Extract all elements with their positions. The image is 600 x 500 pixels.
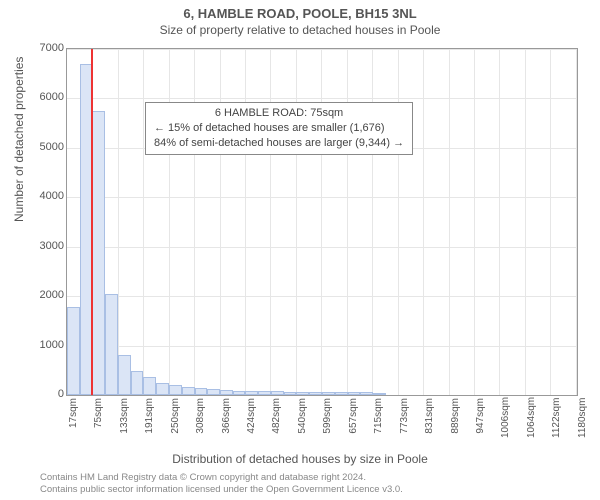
histogram-bar [296,392,309,395]
annotation-box: 6 HAMBLE ROAD: 75sqm ← 15% of detached h… [145,102,413,155]
gridline-vertical [398,49,399,395]
histogram-bar [220,390,233,395]
y-tick-label: 2000 [24,289,64,301]
plot-area: 6 HAMBLE ROAD: 75sqm ← 15% of detached h… [66,48,578,396]
x-tick-label: 366sqm [221,398,232,438]
histogram-bar [105,294,118,395]
x-tick-label: 773sqm [399,398,410,438]
histogram-bar [195,388,208,395]
gridline-vertical [296,49,297,395]
histogram-bar [373,393,386,395]
gridline-vertical [372,49,373,395]
y-tick-label: 5000 [24,141,64,153]
annotation-line-1: 6 HAMBLE ROAD: 75sqm [154,106,404,121]
chart-title: 6, HAMBLE ROAD, POOLE, BH15 3NL [0,0,600,21]
x-tick-label: 1122sqm [551,398,562,438]
histogram-bar [322,392,335,395]
histogram-bar [360,392,373,395]
x-tick-label: 889sqm [450,398,461,438]
y-tick-label: 4000 [24,190,64,202]
y-tick-label: 7000 [24,42,64,54]
gridline-vertical [321,49,322,395]
histogram-bar [182,387,195,395]
gridline-vertical [118,49,119,395]
x-tick-label: 947sqm [475,398,486,438]
y-tick-label: 1000 [24,339,64,351]
histogram-bar [284,392,297,395]
histogram-bar [118,355,131,395]
histogram-bar [309,392,322,395]
x-tick-label: 250sqm [170,398,181,438]
x-tick-label: 540sqm [297,398,308,438]
footer-line-2: Contains public sector information licen… [40,484,403,496]
gridline-vertical [499,49,500,395]
annotation-line-3: 84% of semi-detached houses are larger (… [154,136,404,151]
x-tick-label: 831sqm [424,398,435,438]
histogram-bar [335,392,348,395]
histogram-bar [131,371,144,395]
gridline-vertical [220,49,221,395]
y-tick-label: 6000 [24,91,64,103]
x-tick-label: 482sqm [271,398,282,438]
histogram-bar [169,385,182,395]
gridline-vertical [474,49,475,395]
histogram-bar [207,389,220,395]
histogram-bar [258,391,271,395]
gridline-vertical [169,49,170,395]
gridline-vertical [143,49,144,395]
chart-container: 6, HAMBLE ROAD, POOLE, BH15 3NL Size of … [0,0,600,500]
gridline-vertical [525,49,526,395]
x-tick-label: 1064sqm [526,398,537,438]
x-tick-label: 191sqm [144,398,155,438]
reference-line [91,49,93,395]
histogram-bar [143,377,156,395]
x-tick-label: 75sqm [93,398,104,438]
gridline-vertical [194,49,195,395]
gridline-vertical [423,49,424,395]
x-tick-label: 308sqm [195,398,206,438]
x-tick-label: 657sqm [348,398,359,438]
x-tick-label: 715sqm [373,398,384,438]
histogram-bar [245,391,258,395]
footer-line-1: Contains HM Land Registry data © Crown c… [40,472,403,484]
x-axis-label: Distribution of detached houses by size … [0,452,600,466]
y-tick-label: 3000 [24,240,64,252]
x-tick-label: 133sqm [119,398,130,438]
chart-subtitle: Size of property relative to detached ho… [0,21,600,41]
annotation-line-2: ← 15% of detached houses are smaller (1,… [154,121,404,136]
gridline-vertical [245,49,246,395]
gridline-vertical [270,49,271,395]
x-tick-label: 424sqm [246,398,257,438]
histogram-bar [156,383,169,395]
x-tick-label: 599sqm [322,398,333,438]
histogram-bar [348,392,361,395]
y-tick-label: 0 [24,388,64,400]
gridline-vertical [576,49,577,395]
histogram-bar [92,111,105,395]
gridline-vertical [550,49,551,395]
histogram-bar [271,391,284,395]
gridline-vertical [347,49,348,395]
gridline-vertical [449,49,450,395]
x-tick-label: 17sqm [68,398,79,438]
x-tick-label: 1006sqm [500,398,511,438]
x-tick-label: 1180sqm [577,398,588,438]
histogram-bar [67,307,80,395]
histogram-bar [233,391,246,395]
attribution-footer: Contains HM Land Registry data © Crown c… [40,472,403,496]
